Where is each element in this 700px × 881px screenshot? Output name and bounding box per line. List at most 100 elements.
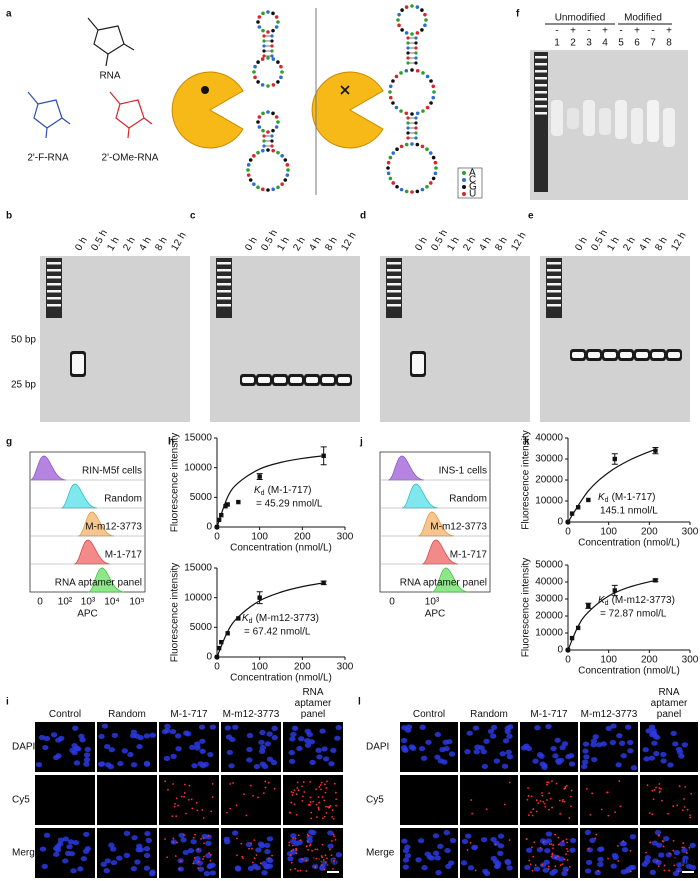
cy5-signal [172,841,175,843]
nucleus [586,847,593,853]
nucleotide [406,126,410,130]
nucleus [545,838,553,844]
lane-number: 1 [554,38,560,49]
y-axis-title: Fluorescence intensity [521,430,532,530]
nucleotide [276,80,280,84]
nucleus [609,739,617,746]
nucleus [253,763,261,770]
nucleus [288,758,296,764]
cy5-signal [658,834,661,837]
cy5-signal [597,870,600,872]
nucleus [597,846,604,853]
cy5-signal [273,787,276,790]
flow-axis-label: APC [77,609,98,620]
cy5-signal [546,781,548,784]
nucleus [582,741,590,747]
lane-treatment: - [619,26,622,37]
nucleus [335,724,342,731]
nucleus [597,861,604,867]
nucleus [335,852,342,858]
nucleus [103,743,111,750]
cy5-signal [173,805,176,808]
ladder-band [217,304,231,307]
nucleus [592,734,599,740]
nucleus [202,761,209,768]
nucleus [590,742,597,748]
cy5-signal [326,864,329,867]
nucleotide [414,121,418,125]
cy5-signal [305,870,308,872]
nucleus [660,758,667,764]
data-point [565,647,571,653]
kd-symbol: K [598,595,606,606]
nucleotide [271,11,275,16]
y-tick-label: 50000 [535,560,563,571]
cy5-signal [466,849,469,851]
cy5-signal [539,847,542,849]
nucleotide [266,148,270,152]
nucleotide [256,60,260,64]
column-label: Control [412,709,446,720]
nucleus [402,747,409,753]
cy5-signal [232,782,234,784]
nucleotide [271,111,275,116]
cy5-signal [672,849,675,852]
ladder-band [547,269,561,272]
flow-histogram [421,539,459,565]
nucleus [71,743,78,749]
data-point [214,654,220,660]
cy5-signal [594,837,597,840]
nucleotide [414,46,418,50]
y-tick-label: 20000 [535,611,563,622]
flow-row-label: Random [449,494,487,505]
cy5-signal [689,814,691,817]
cy5-signal [185,812,187,815]
flow-row-label: M-1-717 [450,550,488,561]
nucleus [618,740,626,746]
cy5-signal [547,868,550,870]
nucleus [258,748,266,754]
cy5-signal [653,788,656,791]
cy5-signal [585,788,588,790]
cy5-signal [290,861,293,864]
nucleus [621,847,629,853]
x-axis-title: Concentration (nmol/L) [578,538,680,549]
micrograph [520,775,578,825]
cy5-signal [321,796,324,798]
column-label: M-m12-3773 [222,709,280,720]
nucleus [629,834,637,840]
nucleus [497,850,504,856]
cy5-signal [209,853,212,856]
y-tick-label: 15000 [184,563,212,574]
kd-symbol: K [254,485,262,496]
nucleus [494,863,501,869]
nucleotide [410,4,414,8]
nucleus [653,750,660,757]
cy5-signal [294,867,297,870]
nucleus [232,724,239,730]
cy5-signal [197,867,200,870]
nucleus [224,839,231,845]
cy5-signal [201,809,204,811]
nucleus [466,730,473,736]
nucleus [133,733,140,739]
lane-label: 12 h [669,230,688,252]
cy5-signal [183,795,185,798]
nucleus [53,851,60,857]
cy5-signal [200,837,202,840]
cy5-signal [335,804,337,807]
molecule-label: RNA [99,71,120,82]
data-point [225,502,230,507]
kd-symbol: K [242,613,250,624]
nucleus [304,742,312,748]
nucleus [501,763,509,769]
nucleotide [262,49,266,53]
nucleotide [415,31,420,35]
cy5-signal [566,859,569,861]
cy5-signal [508,839,511,841]
nucleotide [423,12,427,17]
nucleotide [252,70,256,74]
cy5-signal [172,783,175,785]
nucleotide [433,171,438,176]
nucleotide [283,158,288,162]
